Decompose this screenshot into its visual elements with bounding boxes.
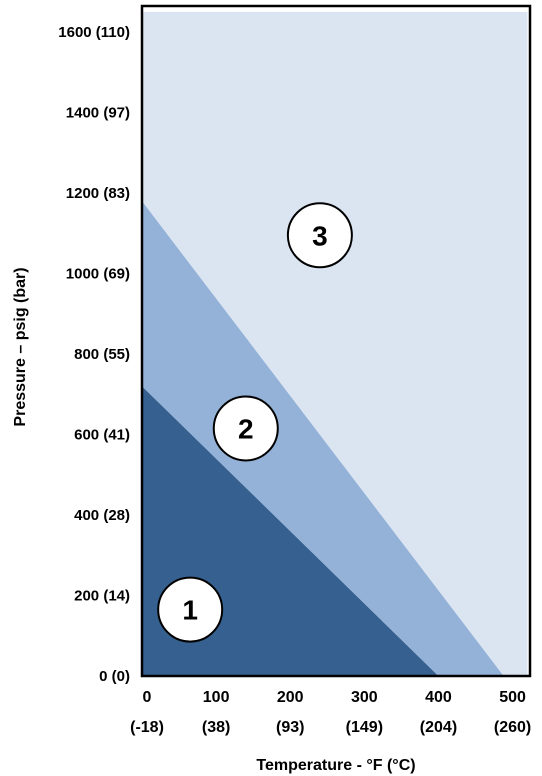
region-2-label: 2 (238, 413, 254, 444)
x-tick-sublabel: (204) (420, 719, 457, 736)
y-tick-label: 1200 (83) (66, 185, 130, 202)
x-tick-label: 100 (203, 689, 230, 706)
x-tick-label: 0 (143, 689, 152, 706)
y-tick-label: 1400 (97) (66, 105, 130, 122)
region-1-label: 1 (182, 595, 198, 626)
y-tick-label: 400 (28) (74, 507, 130, 524)
region-2-marker (212, 395, 279, 462)
x-tick-sublabel: (260) (494, 719, 531, 736)
x-axis-title: Temperature - °F (°C) (256, 757, 415, 774)
x-tick-sublabel: (38) (202, 719, 230, 736)
region-3-marker (286, 202, 353, 269)
y-tick-label: 1600 (110) (58, 24, 130, 41)
y-axis-title: Pressure – psig (bar) (12, 267, 29, 426)
y-tick-label: 0 (0) (99, 668, 130, 685)
y-tick-label: 200 (14) (74, 588, 130, 605)
plot-frame (140, 4, 532, 678)
y-tick-label: 800 (55) (74, 346, 130, 363)
x-tick-label: 400 (425, 689, 452, 706)
region-labels-layer: 1 2 3 (157, 202, 353, 643)
x-tick-label: 300 (351, 689, 378, 706)
regions-layer (142, 11, 528, 677)
region-1-marker (157, 576, 224, 643)
y-tick-label: 1000 (69) (66, 266, 130, 283)
x-tick-label: 200 (277, 689, 304, 706)
y-axis-ticks: 0 (0) 200 (14) 400 (28) 600 (41) 800 (55) 100… (58, 24, 130, 685)
x-axis-ticks: 0 (-18) 100 (38) 200 (93) 300 (149) 400 (204) 500 (… (130, 689, 531, 736)
x-tick-sublabel: (-18) (130, 719, 164, 736)
x-tick-label: 500 (499, 689, 526, 706)
region-3-area (142, 11, 528, 676)
x-tick-sublabel: (93) (276, 719, 304, 736)
x-tick-sublabel: (149) (346, 719, 383, 736)
region-3-label: 3 (312, 220, 328, 251)
y-tick-label: 600 (41) (74, 427, 130, 444)
